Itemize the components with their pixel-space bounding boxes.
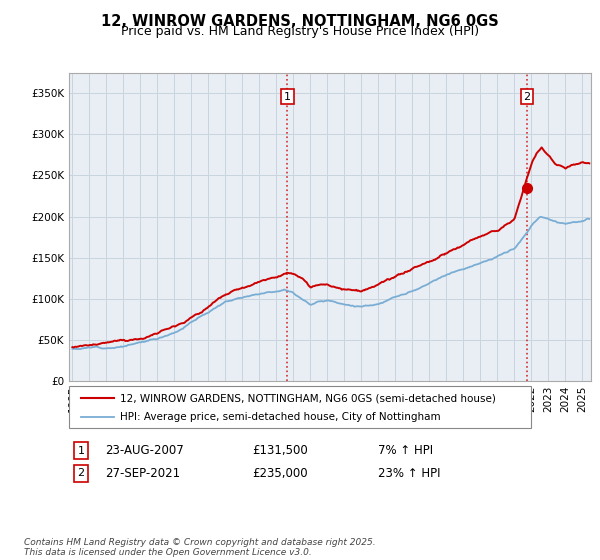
Text: £235,000: £235,000 (252, 466, 308, 480)
Text: 1: 1 (284, 92, 291, 102)
Text: 23% ↑ HPI: 23% ↑ HPI (378, 466, 440, 480)
Text: 12, WINROW GARDENS, NOTTINGHAM, NG6 0GS (semi-detached house): 12, WINROW GARDENS, NOTTINGHAM, NG6 0GS … (120, 393, 496, 403)
Text: 12, WINROW GARDENS, NOTTINGHAM, NG6 0GS: 12, WINROW GARDENS, NOTTINGHAM, NG6 0GS (101, 14, 499, 29)
Text: 2: 2 (524, 92, 530, 102)
Text: 23-AUG-2007: 23-AUG-2007 (105, 444, 184, 458)
Text: 27-SEP-2021: 27-SEP-2021 (105, 466, 180, 480)
Text: £131,500: £131,500 (252, 444, 308, 458)
Text: 1: 1 (77, 446, 85, 456)
Text: 2: 2 (77, 468, 85, 478)
Text: 7% ↑ HPI: 7% ↑ HPI (378, 444, 433, 458)
Text: Price paid vs. HM Land Registry's House Price Index (HPI): Price paid vs. HM Land Registry's House … (121, 25, 479, 38)
Text: HPI: Average price, semi-detached house, City of Nottingham: HPI: Average price, semi-detached house,… (120, 412, 440, 422)
Text: Contains HM Land Registry data © Crown copyright and database right 2025.
This d: Contains HM Land Registry data © Crown c… (24, 538, 376, 557)
